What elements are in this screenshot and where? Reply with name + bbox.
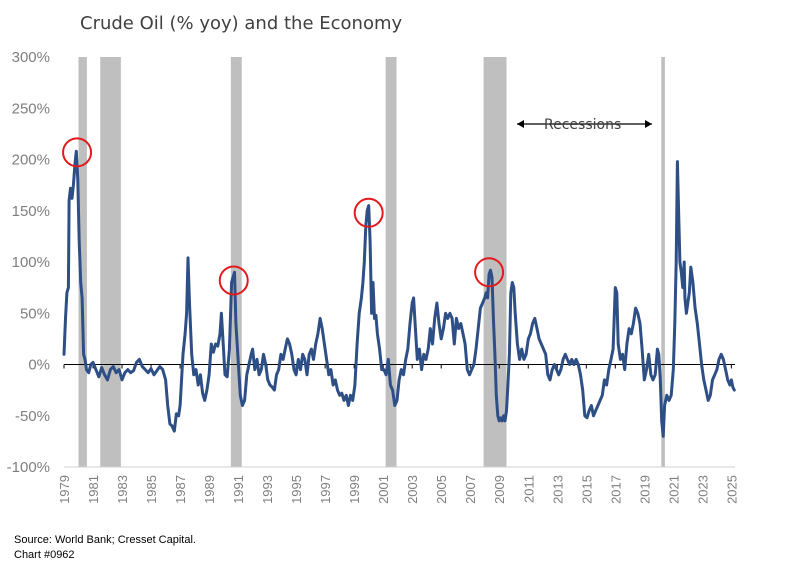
x-tick-label: 2001: [376, 475, 391, 504]
highlight-circle: [474, 257, 505, 288]
chart-title: Crude Oil (% yoy) and the Economy: [80, 13, 402, 34]
series-layer: [62, 149, 736, 438]
y-tick-label: 0%: [28, 357, 50, 374]
chart-number: Chart #0962: [14, 549, 75, 561]
x-tick-label: 2021: [666, 475, 681, 504]
x-tick-label: 2023: [695, 475, 710, 504]
highlight-circles: [62, 137, 505, 296]
x-tick-label: 2003: [405, 475, 420, 504]
y-tick-label: 100%: [12, 254, 50, 271]
x-tick-label: 1979: [57, 475, 72, 504]
x-tick-label: 2009: [492, 475, 507, 504]
x-tick-label: 1995: [289, 475, 304, 504]
x-tick-label: 1981: [86, 475, 101, 504]
x-tick-label: 1987: [173, 475, 188, 504]
x-tick-label: 2017: [608, 475, 623, 504]
x-tick-label: 2025: [724, 475, 739, 504]
x-tick-label: 1999: [347, 475, 362, 504]
x-tick-label: 1983: [115, 475, 130, 504]
x-tick-label: 2015: [579, 475, 594, 504]
x-tick-label: 2013: [550, 475, 565, 504]
x-tick-label: 1989: [202, 475, 217, 504]
x-tick-label: 1985: [144, 475, 159, 504]
y-axis: 300% 250% 200% 150% 100% 50% 0% -50% -100%: [7, 49, 50, 476]
x-tick-label: 2007: [463, 475, 478, 504]
recession-band: [661, 57, 665, 467]
highlight-circle: [353, 197, 384, 228]
x-tick-label: 1997: [318, 475, 333, 504]
x-tick-label: 1993: [260, 475, 275, 504]
highlight-circle: [62, 137, 93, 168]
y-tick-label: -100%: [7, 459, 50, 476]
y-tick-label: 250%: [12, 100, 50, 117]
source-note: Source: World Bank; Cresset Capital.: [14, 534, 196, 546]
y-tick-label: 150%: [12, 203, 50, 220]
recession-band: [230, 57, 242, 467]
highlight-circle: [218, 265, 249, 296]
y-tick-label: 200%: [12, 152, 50, 169]
recessions-label: Recessions: [544, 117, 621, 133]
x-tick-label: 1991: [231, 475, 246, 504]
x-tick-label: 2005: [434, 475, 449, 504]
y-tick-label: 50%: [20, 305, 50, 322]
series-line: [62, 149, 736, 438]
x-tick-label: 2019: [637, 475, 652, 504]
recession-band: [385, 57, 397, 467]
recession-band: [483, 57, 507, 467]
x-tick-label: 2011: [521, 475, 536, 503]
recession-band: [78, 57, 87, 467]
y-tick-label: 300%: [12, 49, 50, 66]
recessions-annotation: Recessions: [517, 117, 652, 133]
arrow-left-icon: [517, 120, 524, 128]
arrow-right-icon: [645, 120, 652, 128]
y-tick-label: -50%: [15, 408, 50, 425]
recession-band: [100, 57, 121, 467]
